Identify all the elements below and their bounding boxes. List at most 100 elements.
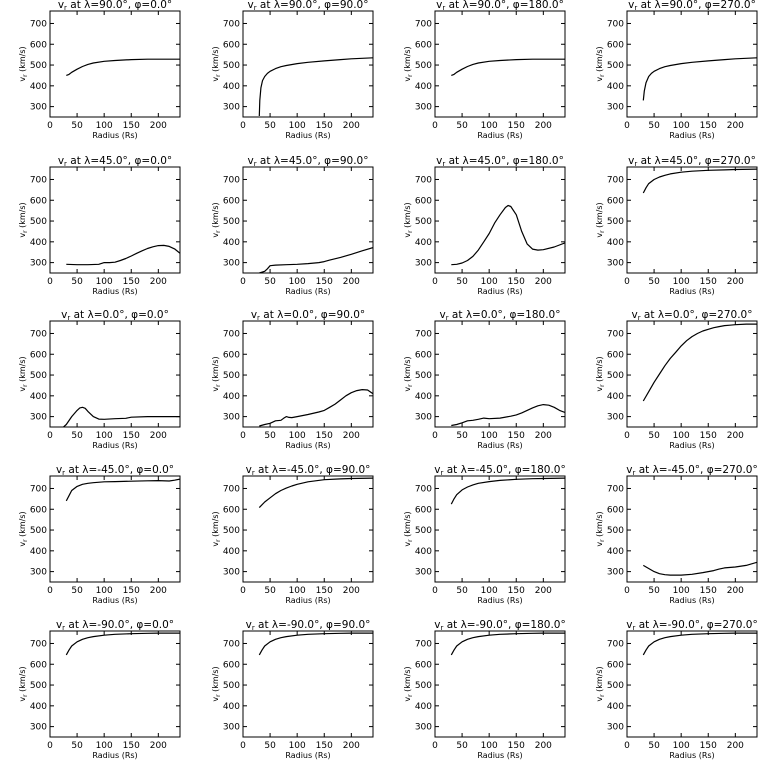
y-tick-label: 300 (607, 568, 624, 578)
plot-frame (49, 475, 181, 583)
plot-frame (626, 166, 758, 274)
x-tick-label: 50 (456, 741, 468, 751)
x-tick-label: 50 (648, 277, 660, 287)
y-axis-label: vr (km/s) (18, 202, 29, 237)
y-tick-label: 300 (223, 103, 240, 113)
x-tick-label: 0 (432, 121, 438, 131)
x-tick-label: 150 (123, 586, 140, 596)
y-tick-label: 400 (607, 238, 624, 248)
y-tick-label: 500 (415, 371, 432, 381)
x-tick-label: 150 (700, 431, 717, 441)
y-tick-label: 300 (607, 413, 624, 423)
x-tick-label: 0 (240, 121, 246, 131)
series-line-1 (65, 632, 180, 656)
x-axis-label: Radius (Rs) (285, 441, 330, 450)
y-tick-label: 500 (223, 681, 240, 691)
plot-frame (49, 320, 181, 428)
x-tick-label: 0 (624, 586, 630, 596)
x-tick-label: 50 (648, 741, 660, 751)
y-tick-label: 700 (415, 639, 432, 649)
subplot-title: vr at λ=45.0°, φ=90.0° (247, 155, 368, 168)
y-tick-label: 400 (30, 392, 47, 402)
y-tick-label: 300 (30, 568, 47, 578)
y-tick-label: 300 (415, 103, 432, 113)
plot-frame (242, 475, 374, 583)
y-tick-label: 400 (607, 547, 624, 557)
y-tick-label: 700 (415, 19, 432, 29)
x-tick-label: 100 (96, 121, 113, 131)
subplot-12: vr at λ=0.0°, φ=270.0° 0 50 100 150 200 300 400… (595, 309, 758, 450)
series-line-1 (642, 168, 757, 194)
x-tick-label: 0 (432, 277, 438, 287)
y-tick-label: 300 (607, 723, 624, 733)
y-tick-label: 500 (607, 526, 624, 536)
y-tick-label: 700 (30, 639, 47, 649)
x-tick-label: 50 (648, 586, 660, 596)
x-tick-label: 200 (727, 431, 744, 441)
subplot-title: vr at λ=-90.0°, φ=270.0° (626, 619, 757, 632)
plot-frame (434, 166, 566, 274)
y-tick-label: 600 (607, 660, 624, 670)
x-tick-label: 0 (47, 586, 53, 596)
x-tick-label: 200 (343, 277, 360, 287)
x-tick-label: 50 (456, 431, 468, 441)
series-line-1 (450, 632, 565, 656)
y-tick-label: 600 (607, 350, 624, 360)
y-tick-label: 700 (223, 19, 240, 29)
x-tick-label: 150 (700, 277, 717, 287)
x-tick-label: 50 (71, 741, 83, 751)
subplot-14: vr at λ=-45.0°, φ=90.0° 0 50 100 150 200 300 40… (211, 464, 374, 605)
subplot-3: vr at λ=90.0°, φ=180.0° 0 50 100 150 200 300 40… (403, 0, 566, 140)
y-tick-label: 700 (607, 484, 624, 494)
subplot-15: vr at λ=-45.0°, φ=180.0° 0 50 100 150 200 300 4… (403, 464, 566, 605)
subplot-17: vr at λ=-90.0°, φ=0.0° 0 50 100 150 200 300 400… (18, 619, 181, 760)
x-tick-label: 200 (535, 741, 552, 751)
y-tick-label: 300 (223, 723, 240, 733)
x-tick-label: 0 (432, 586, 438, 596)
y-tick-label: 700 (30, 484, 47, 494)
x-axis-label: Radius (Rs) (477, 441, 522, 450)
x-axis-label: Radius (Rs) (92, 596, 137, 605)
x-tick-label: 150 (123, 431, 140, 441)
y-tick-label: 400 (415, 547, 432, 557)
plot-frame (242, 320, 374, 428)
y-tick-label: 700 (223, 175, 240, 185)
x-tick-label: 100 (289, 431, 306, 441)
y-tick-label: 600 (223, 196, 240, 206)
y-tick-label: 600 (415, 350, 432, 360)
y-tick-label: 700 (607, 639, 624, 649)
y-tick-label: 300 (415, 723, 432, 733)
x-axis-label: Radius (Rs) (669, 441, 714, 450)
x-tick-label: 150 (508, 431, 525, 441)
subplot-title: vr at λ=0.0°, φ=0.0° (61, 309, 169, 322)
x-tick-label: 50 (71, 277, 83, 287)
x-tick-label: 150 (316, 431, 333, 441)
x-axis-label: Radius (Rs) (285, 287, 330, 296)
plot-frame (49, 166, 181, 274)
y-tick-label: 500 (415, 217, 432, 227)
subplot-title: vr at λ=45.0°, φ=270.0° (628, 155, 756, 168)
subplot-20: vr at λ=-90.0°, φ=270.0° 0 50 100 150 200 300 4… (595, 619, 758, 760)
y-tick-label: 500 (223, 61, 240, 71)
plot-frame (49, 10, 181, 118)
subplot-16: vr at λ=-45.0°, φ=270.0° 0 50 100 150 200 300 4… (595, 464, 758, 605)
y-tick-label: 500 (607, 371, 624, 381)
y-tick-label: 400 (30, 547, 47, 557)
subplot-11: vr at λ=0.0°, φ=180.0° 0 50 100 150 200 300 400… (403, 309, 566, 450)
subplot-title: vr at λ=45.0°, φ=180.0° (436, 155, 564, 168)
series-line-1 (258, 477, 373, 509)
series-line-1 (66, 244, 180, 266)
x-tick-label: 0 (47, 431, 53, 441)
y-tick-label: 500 (223, 371, 240, 381)
series-line-1 (258, 632, 373, 656)
x-tick-label: 150 (700, 741, 717, 751)
subplot-title: vr at λ=-45.0°, φ=0.0° (56, 464, 174, 477)
subplot-title: vr at λ=-45.0°, φ=90.0° (246, 464, 371, 477)
y-tick-label: 300 (415, 413, 432, 423)
x-axis-label: Radius (Rs) (285, 751, 330, 760)
series-line-1 (259, 247, 373, 273)
y-tick-label: 500 (607, 61, 624, 71)
x-tick-label: 50 (71, 121, 83, 131)
x-tick-label: 150 (316, 741, 333, 751)
x-tick-label: 100 (673, 431, 690, 441)
